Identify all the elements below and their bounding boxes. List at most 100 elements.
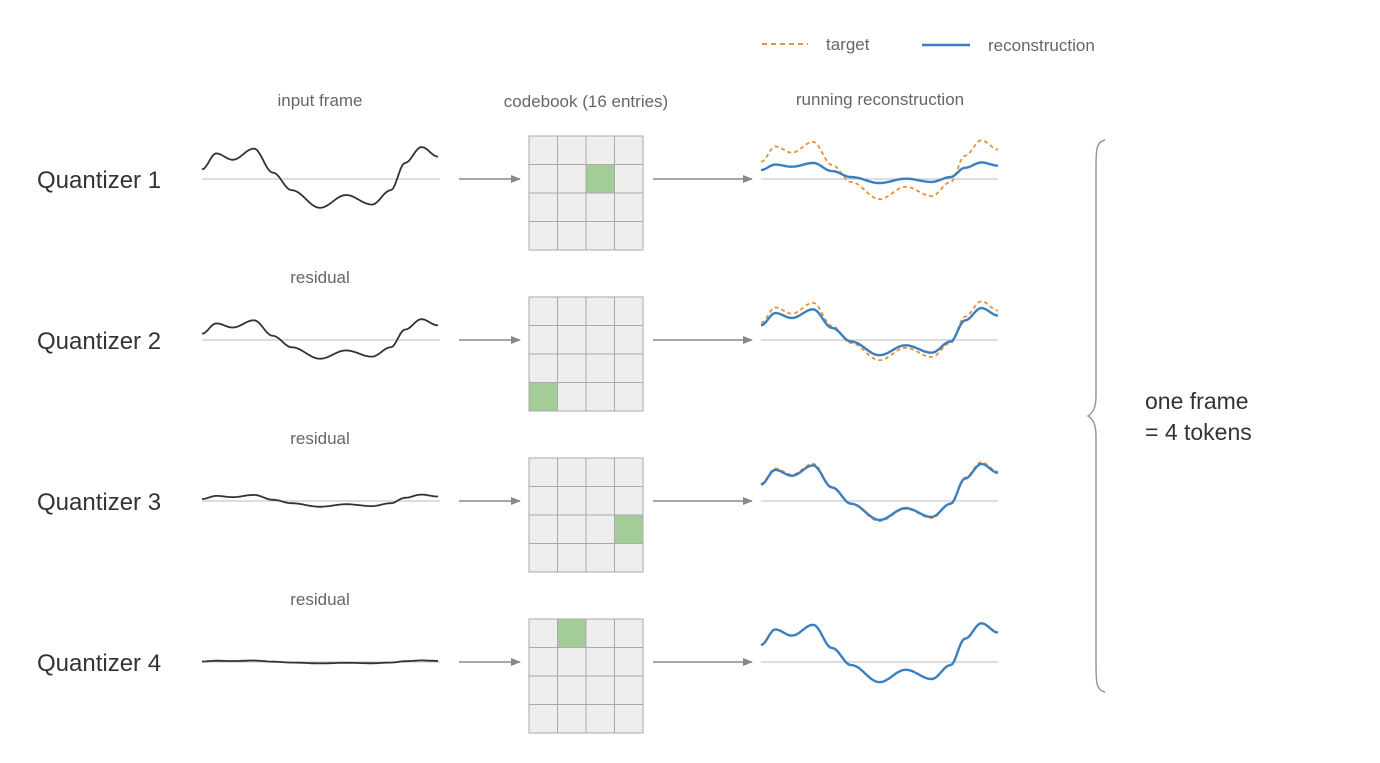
codebook-cell xyxy=(614,382,644,412)
legend-reconstruction-label: reconstruction xyxy=(988,36,1095,55)
quantizer-rows xyxy=(201,135,999,734)
codebook-cell xyxy=(585,325,615,355)
codebook-cell xyxy=(557,543,587,573)
codebook-cell xyxy=(585,296,615,326)
codebook-cell xyxy=(614,618,644,648)
quantizer-row-2 xyxy=(201,296,999,412)
codebook-cell xyxy=(585,457,615,487)
codebook-cell xyxy=(528,192,558,222)
legend-target-label: target xyxy=(826,35,870,54)
codebook-cell xyxy=(585,618,615,648)
codebook-cell xyxy=(614,325,644,355)
codebook-cell xyxy=(614,486,644,516)
codebook-cell xyxy=(585,353,615,383)
codebook-cell xyxy=(528,325,558,355)
input-frame-header: input frame xyxy=(277,91,362,110)
codebook-cell xyxy=(614,675,644,705)
codebook-cell xyxy=(557,675,587,705)
codebook-cell xyxy=(614,192,644,222)
codebook-cell xyxy=(528,543,558,573)
codebook-grid xyxy=(528,296,644,412)
codebook-cell xyxy=(585,675,615,705)
reconstruction-waveform xyxy=(760,306,999,357)
input-waveform xyxy=(201,318,439,360)
codebook-cell xyxy=(585,486,615,516)
codebook-cell xyxy=(528,296,558,326)
codebook-cell xyxy=(614,543,644,573)
one-frame-label: one frame xyxy=(1145,388,1249,414)
target-waveform xyxy=(760,622,999,684)
legend: target reconstruction xyxy=(762,35,1095,55)
codebook-cell xyxy=(614,135,644,165)
codebook-cell xyxy=(528,618,558,648)
quantizer-1-label: Quantizer 1 xyxy=(37,167,161,194)
quantizer-row-1 xyxy=(201,135,999,251)
codebook-cell xyxy=(528,647,558,677)
codebook-cell xyxy=(528,704,558,734)
codebook-cell xyxy=(614,457,644,487)
codebook-grid xyxy=(528,135,644,251)
codebook-cell xyxy=(557,457,587,487)
input-waveform xyxy=(202,659,438,665)
codebook-cell xyxy=(528,164,558,194)
codebook-cell xyxy=(528,457,558,487)
codebook-cell xyxy=(557,647,587,677)
target-waveform xyxy=(760,461,999,523)
codebook-cell xyxy=(557,296,587,326)
codebook-cell xyxy=(557,192,587,222)
codebook-cell xyxy=(528,135,558,165)
codebook-cell xyxy=(557,164,587,194)
codebook-cell xyxy=(557,486,587,516)
four-tokens-label: = 4 tokens xyxy=(1145,419,1252,445)
codebook-cell xyxy=(557,135,587,165)
codebook-cell xyxy=(585,221,615,251)
frame-brace xyxy=(1086,139,1106,693)
codebook-cell xyxy=(528,486,558,516)
target-waveform xyxy=(760,300,999,362)
residual-label-3: residual xyxy=(290,429,350,448)
input-waveform xyxy=(201,146,439,209)
codebook-header: codebook (16 entries) xyxy=(504,92,668,111)
codebook-cell xyxy=(528,675,558,705)
target-waveform xyxy=(760,139,999,201)
codebook-cell xyxy=(557,221,587,251)
codebook-cell-selected xyxy=(585,164,615,194)
residual-label-2: residual xyxy=(290,268,350,287)
codebook-cell xyxy=(557,325,587,355)
running-reconstruction-header: running reconstruction xyxy=(796,90,964,109)
reconstruction-waveform xyxy=(760,161,999,185)
codebook-cell xyxy=(557,514,587,544)
codebook-cell xyxy=(585,135,615,165)
codebook-cell xyxy=(585,543,615,573)
codebook-cell xyxy=(557,353,587,383)
input-waveform xyxy=(201,493,438,508)
codebook-cell xyxy=(614,221,644,251)
codebook-cell xyxy=(585,192,615,222)
codebook-cell xyxy=(585,704,615,734)
codebook-cell xyxy=(557,382,587,412)
codebook-cell xyxy=(614,353,644,383)
codebook-cell xyxy=(614,704,644,734)
codebook-cell xyxy=(528,514,558,544)
quantizer-4-label: Quantizer 4 xyxy=(37,650,161,677)
codebook-cell xyxy=(585,382,615,412)
codebook-cell xyxy=(557,704,587,734)
residual-label-4: residual xyxy=(290,590,350,609)
reconstruction-waveform xyxy=(760,462,999,522)
codebook-grid xyxy=(528,618,644,734)
codebook-grid xyxy=(528,457,644,573)
codebook-cell-selected xyxy=(528,382,558,412)
codebook-cell xyxy=(614,164,644,194)
quantizer-row-3 xyxy=(201,457,999,573)
codebook-cell xyxy=(528,353,558,383)
codebook-cell xyxy=(528,221,558,251)
quantizer-row-4 xyxy=(202,618,999,734)
codebook-cell-selected xyxy=(557,618,587,648)
codebook-cell xyxy=(614,296,644,326)
quantizer-2-label: Quantizer 2 xyxy=(37,328,161,355)
reconstruction-waveform xyxy=(760,622,999,684)
codebook-cell xyxy=(585,647,615,677)
codebook-cell xyxy=(614,647,644,677)
codebook-cell xyxy=(585,514,615,544)
